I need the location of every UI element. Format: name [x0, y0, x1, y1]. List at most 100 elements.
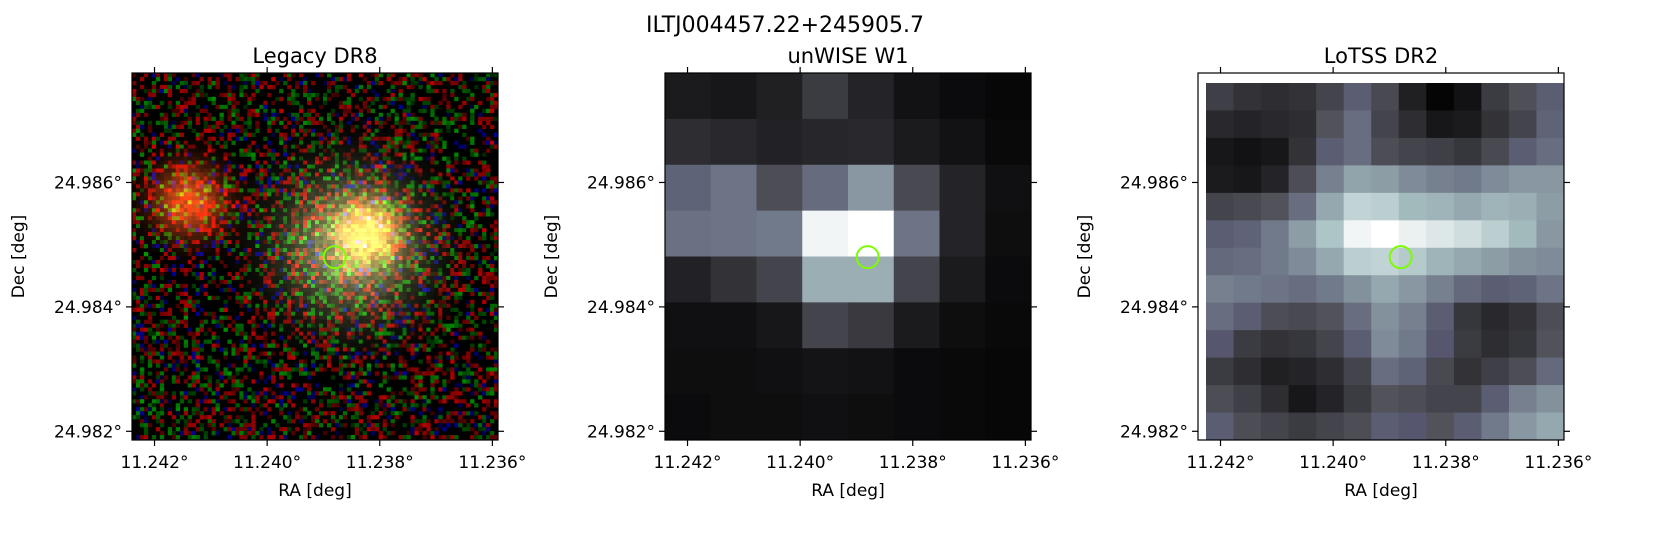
pixel-cell	[1261, 330, 1290, 359]
pixel-cell	[1288, 165, 1318, 195]
pixel-cell	[756, 164, 803, 212]
pixel-cell	[1261, 275, 1290, 305]
pixel-cell	[1206, 192, 1235, 222]
pixel-cell	[985, 256, 1031, 303]
pixel-cell	[710, 118, 758, 166]
image-legacy-dr8	[132, 73, 498, 440]
pixel-cell	[939, 394, 986, 440]
pixel-cell	[1508, 247, 1538, 277]
pixel-cell	[665, 118, 712, 166]
pixel-cell	[848, 302, 895, 349]
pixel-cell	[1288, 357, 1318, 387]
pixel-cell	[1343, 137, 1373, 167]
pixel-cell	[1288, 110, 1318, 140]
pixel-cell	[1288, 385, 1318, 414]
pixel-cell	[1316, 247, 1345, 277]
pixel-cell	[1316, 330, 1345, 359]
x-tick-label: 11.236°	[991, 453, 1059, 473]
y-tick-label: 24.982°	[54, 422, 122, 442]
x-tick-label: 11.242°	[121, 453, 189, 473]
pixel-cell	[1481, 302, 1511, 332]
pixel-cell	[756, 73, 803, 120]
pixel-cell	[1371, 412, 1400, 440]
pixel-cell	[1453, 220, 1483, 250]
pixel-cell	[1481, 385, 1511, 414]
pixel-cell	[710, 256, 758, 303]
pixel-cell	[848, 348, 895, 395]
pixel-cell	[710, 302, 758, 349]
pixel-cell	[1233, 357, 1263, 387]
pixel-cell	[1453, 302, 1483, 332]
pixel-cell	[939, 348, 986, 395]
pixel-cell	[1233, 137, 1263, 167]
pixel-cell	[1343, 165, 1373, 195]
panel-title: Legacy DR8	[252, 44, 377, 68]
x-tick-label: 11.238°	[879, 453, 947, 473]
pixel-cell	[1426, 165, 1456, 195]
y-tick-label: 24.982°	[587, 422, 655, 442]
pixel-cell	[1453, 357, 1483, 387]
pixel-cell	[1371, 357, 1400, 387]
x-tick-label: 11.238°	[346, 453, 414, 473]
pixel-cell	[893, 73, 941, 120]
pixel-cell	[1233, 302, 1263, 332]
x-axis-label: RA [deg]	[278, 481, 351, 501]
y-tick-label: 24.984°	[587, 298, 655, 318]
pixel-cell	[1426, 247, 1456, 277]
pixel-cell	[1398, 385, 1428, 414]
pixel-cell	[1398, 275, 1428, 305]
pixel-cell	[939, 210, 986, 258]
image-unwise-w1	[665, 73, 1031, 440]
pixel-cell	[1508, 192, 1538, 222]
pixel-cell	[1233, 83, 1263, 112]
pixel-cell	[1426, 137, 1456, 167]
panel-lotss-dr2: LoTSS DR2 11.242° 11.240° 11.238° 11.236° 24.…	[1075, 44, 1592, 501]
pixel-cell	[1371, 165, 1400, 195]
pixel-cell	[756, 348, 803, 395]
pixel-cell	[1536, 247, 1564, 277]
pixel-cell	[710, 394, 758, 440]
pixel-cell	[1371, 192, 1400, 222]
pixel-cell	[1343, 275, 1373, 305]
pixel-cell	[1453, 412, 1483, 440]
pixel-cell	[756, 210, 803, 258]
pixel-cell	[1206, 220, 1235, 250]
pixel-cell	[893, 394, 941, 440]
pixel-cell	[802, 348, 849, 395]
pixel-cell	[1398, 247, 1428, 277]
x-tick-label: 11.240°	[1299, 453, 1367, 473]
pixel-cell	[1206, 165, 1235, 195]
y-tick-label: 24.986°	[1120, 173, 1188, 193]
x-tick-label: 11.240°	[233, 453, 301, 473]
panel-legacy-dr8: Legacy DR8 11.242° 11.240° 11.238° 11.236° 24…	[9, 44, 526, 501]
pixel-cell	[1481, 165, 1511, 195]
pixel-cell	[1206, 247, 1235, 277]
pixel-cell	[1206, 110, 1235, 140]
pixel-cell	[1343, 192, 1373, 222]
pixel-cell	[1481, 275, 1511, 305]
x-axis-label: RA [deg]	[811, 481, 884, 501]
pixel-cell	[1316, 83, 1345, 112]
pixel-cell	[1426, 330, 1456, 359]
pixel-cell	[1371, 137, 1400, 167]
pixel-cell	[1233, 110, 1263, 140]
pixel-cell	[1481, 137, 1511, 167]
pixel-cell	[1288, 247, 1318, 277]
pixel-cell	[1261, 220, 1290, 250]
pixel-cell	[1371, 330, 1400, 359]
pixel-cell	[1261, 302, 1290, 332]
panel-title: LoTSS DR2	[1324, 44, 1438, 68]
pixel-cell	[1233, 220, 1263, 250]
pixel-cell	[1426, 385, 1456, 414]
pixel-cell	[1481, 110, 1511, 140]
pixel-cell	[1233, 385, 1263, 414]
pixel-cell	[848, 210, 895, 258]
pixel-cell	[1536, 220, 1564, 250]
pixel-cell	[1426, 357, 1456, 387]
pixel-cell	[1536, 192, 1564, 222]
pixel-cell	[1261, 247, 1290, 277]
pixel-cell	[1206, 330, 1235, 359]
pixel-cell	[1536, 83, 1564, 112]
pixel-cell	[1371, 302, 1400, 332]
pixel-cell	[1508, 412, 1538, 440]
